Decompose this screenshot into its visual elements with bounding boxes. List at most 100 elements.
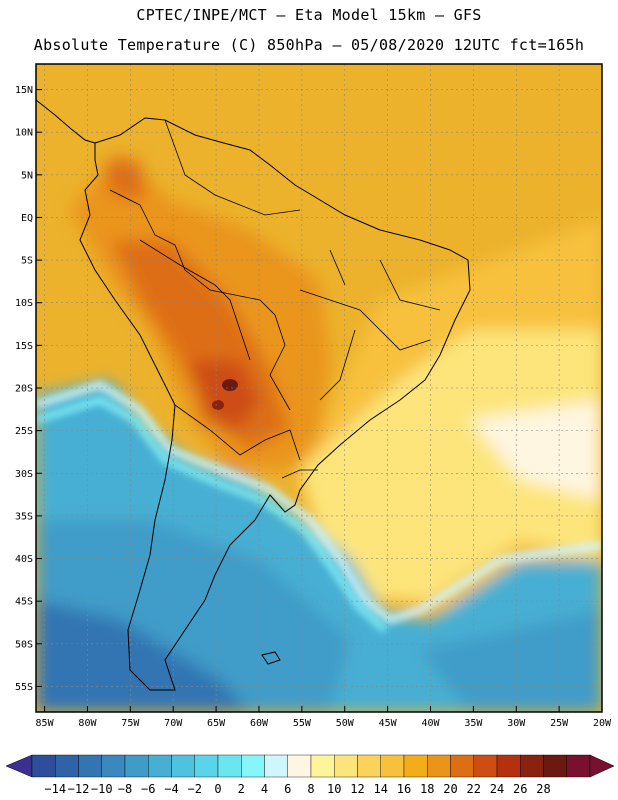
colorbar-swatch [148, 754, 172, 778]
lon-label: 35W [464, 718, 483, 729]
colorbar-label: 6 [284, 782, 291, 796]
colorbar-swatch [264, 754, 288, 778]
lon-label: 40W [421, 718, 440, 729]
temperature-field [36, 64, 602, 712]
colorbar-swatch [520, 754, 544, 778]
field-hot-core [190, 360, 260, 430]
lat-label: 10S [15, 298, 33, 309]
colorbar-label: −6 [141, 782, 155, 796]
colorbar-label: −10 [91, 782, 113, 796]
border-argentina [174, 404, 301, 461]
colorbar-swatch [217, 754, 242, 778]
colorbar-swatch [55, 754, 79, 778]
colorbar-label: 26 [513, 782, 527, 796]
colorbar-swatch [380, 754, 405, 778]
colorbar-over-arrow [589, 754, 615, 778]
border-uruguay [281, 469, 318, 479]
front-band-inner [36, 396, 387, 633]
border-colombia [109, 189, 186, 271]
central-america-coast [36, 99, 96, 144]
latitude-labels: 15N 10N 5N EQ 5S 10S 15S 20S 25S 30S 35S 40S 45S 50S 5… [15, 85, 42, 693]
title-line-1: CPTEC/INPE/MCT – Eta Model 15km – GFS [136, 6, 482, 24]
border-brazil-west [184, 269, 291, 411]
colorbar-label: −14 [44, 782, 66, 796]
colorbar-swatch [334, 754, 358, 778]
lon-label: 70W [164, 718, 183, 729]
lat-label: 15S [15, 341, 33, 352]
colorbar-swatch [473, 754, 498, 778]
colorbar-label: 18 [420, 782, 434, 796]
coastlines [36, 99, 471, 691]
colorbar-label: −8 [118, 782, 132, 796]
lon-label: 65W [207, 718, 226, 729]
longitude-labels: 85W 80W 75W 70W 65W 60W 55W 50W 45W 40W 35W 30W 25W 2… [36, 706, 612, 729]
lat-label: EQ [21, 213, 33, 224]
colorbar-label: 2 [238, 782, 245, 796]
colorbar-swatch [124, 754, 149, 778]
colorbar-swatch [496, 754, 521, 778]
lat-label: 45S [15, 597, 33, 608]
colorbar-label: 20 [443, 782, 457, 796]
country-borders [109, 119, 441, 479]
lon-label: 30W [507, 718, 526, 729]
field-subtropical [300, 330, 602, 600]
colorbar-label: 12 [350, 782, 364, 796]
lat-label: 20S [15, 384, 33, 395]
colorbar-label: 28 [536, 782, 550, 796]
colorbar-label: 10 [327, 782, 341, 796]
lat-label: 5S [21, 256, 33, 267]
colorbar-swatch [403, 754, 428, 778]
colorbar-swatch [450, 754, 474, 778]
field-north-andes [105, 160, 145, 200]
colorbar-label: −4 [164, 782, 178, 796]
colorbar-swatch [310, 754, 335, 778]
field-light-cream [470, 400, 602, 500]
colorbar-swatch [101, 754, 126, 778]
lat-label: 25S [15, 426, 33, 437]
colorbar-swatch [241, 754, 265, 778]
lat-label: 10N [15, 128, 33, 139]
colorbar-label: 24 [490, 782, 504, 796]
lon-label: 25W [550, 718, 569, 729]
colorbar-under-arrow [5, 754, 33, 778]
south-america-coastline [79, 117, 471, 691]
colorbar-swatch [357, 754, 381, 778]
colorbar-label: −12 [68, 782, 90, 796]
lat-label: 55S [15, 682, 33, 693]
colorbar-swatch [171, 754, 195, 778]
lat-label: 15N [15, 85, 33, 96]
lat-label: 40S [15, 554, 33, 565]
colorbar-swatch [287, 754, 312, 778]
colorbar-swatch [543, 754, 567, 778]
lon-label: 85W [36, 718, 55, 729]
colorbar-swatch [566, 754, 591, 778]
lat-label: 30S [15, 469, 33, 480]
field-coldest [36, 600, 250, 712]
graticule [36, 64, 602, 712]
border-venezuela [164, 119, 301, 216]
lat-label: 50S [15, 639, 33, 650]
lat-label: 5N [21, 170, 33, 181]
lat-label: 35S [15, 511, 33, 522]
lon-label: 80W [78, 718, 97, 729]
colorbar: −14 −12 −10 −8 −6 −4 −2 0 2 4 6 8 10 12 14 16 18 20 22 24 26… [5, 754, 615, 796]
colorbar-swatch [78, 754, 102, 778]
colorbar-swatch [427, 754, 451, 778]
lon-label: 75W [121, 718, 140, 729]
falkland-islands [261, 651, 281, 665]
lon-label: 45W [379, 718, 398, 729]
colorbar-label: 8 [307, 782, 314, 796]
lon-label: 55W [293, 718, 312, 729]
colorbar-label: −2 [188, 782, 202, 796]
colorbar-label: 4 [261, 782, 268, 796]
hot-spot-2 [212, 400, 224, 410]
hot-spot-1 [222, 379, 238, 391]
colorbar-label: 16 [397, 782, 411, 796]
colorbar-swatch [31, 754, 56, 778]
front-band [36, 381, 602, 624]
colorbar-label: 22 [467, 782, 481, 796]
colorbar-label: 14 [374, 782, 388, 796]
border-brazil-states [299, 249, 441, 401]
colorbar-swatch [194, 754, 219, 778]
